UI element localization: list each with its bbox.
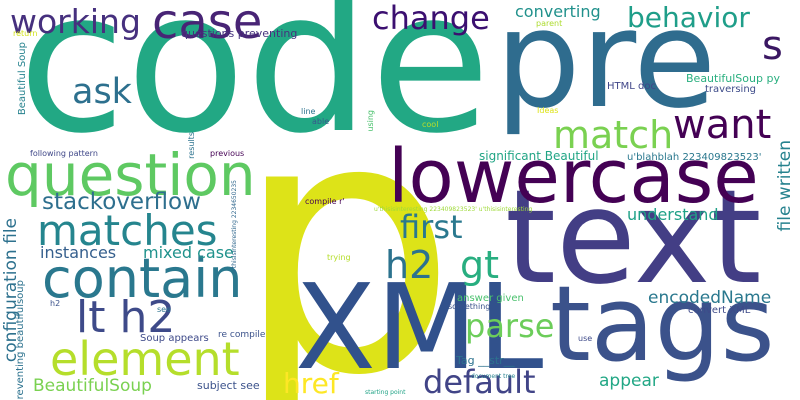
word-html-doc: HTML doc	[607, 81, 656, 92]
word-file-written: file written	[775, 140, 795, 232]
word-first: first	[400, 208, 463, 246]
word-encodedname: encodedName	[648, 288, 772, 308]
word-u-thisis-2: u'thisisinteresting 2234650235	[231, 180, 238, 274]
word-change: change	[372, 0, 490, 37]
word-document-tree: document tree	[471, 373, 516, 380]
word-understand: understand	[627, 205, 719, 224]
word-h2: h2	[385, 243, 434, 287]
word-using: using	[366, 110, 375, 132]
word-pre: pre	[495, 0, 717, 138]
word-instances: instances	[40, 243, 117, 262]
word-ideas: Ideas	[537, 106, 559, 115]
word-want: want	[673, 102, 772, 148]
word-preventing-beautifulsoup: preventing beautifulsoup	[15, 280, 26, 400]
word-beautifulsoup-py: BeautifulSoup py	[686, 72, 780, 85]
word-see: see	[157, 305, 172, 314]
word-able: able	[312, 117, 330, 126]
word-answer-given: answer given	[457, 293, 524, 304]
word-s: s	[762, 23, 783, 69]
word-cool: cool	[422, 120, 439, 129]
word-working: working	[10, 2, 141, 41]
word-beautifulsoup: BeautifulSoup	[33, 376, 152, 396]
word-use: use	[578, 334, 593, 343]
word-tags: tags	[550, 263, 775, 385]
word-significant-beautiful: significant Beautiful	[479, 149, 599, 163]
word-following-pattern: following pattern	[30, 149, 98, 158]
word-stackoverflow: stackoverflow	[42, 189, 201, 215]
word-parent: parent	[536, 19, 563, 28]
word-matches: matches	[37, 206, 218, 255]
word-return: return	[13, 29, 38, 38]
word-trying: trying	[327, 253, 351, 262]
word-contain: contain	[42, 247, 243, 310]
word-h2-small: h2	[50, 299, 61, 308]
word-subject-see: subject see	[197, 379, 260, 392]
word-soup-appears: Soup appears	[140, 333, 209, 344]
word-lt-h2: lt h2	[76, 292, 176, 343]
word-appear: appear	[599, 371, 659, 391]
word-text: text	[505, 161, 762, 313]
word-re-compile: re compile	[218, 330, 266, 340]
word-xml: XML	[295, 258, 544, 396]
word-default: default	[423, 363, 536, 400]
word-convert-xml: convert XML	[688, 305, 751, 316]
word-href: href	[283, 367, 339, 400]
word-p: p	[234, 43, 458, 400]
word-converting: converting	[515, 2, 601, 21]
word-element: element	[50, 332, 240, 386]
word-question: question	[5, 141, 256, 209]
word-starting-point: starting point	[365, 389, 406, 396]
word-beautiful-soup: Beautiful Soup	[17, 42, 28, 116]
word-questions-preventing: questions preventing	[181, 27, 298, 40]
word-gt: gt	[460, 243, 500, 287]
word-traversing: traversing	[705, 84, 757, 95]
word-behavior: behavior	[627, 1, 750, 34]
word-tag-str: Tag __str__	[456, 354, 515, 367]
word-parse: parse	[465, 307, 555, 345]
word-line: line	[301, 107, 316, 116]
word-ask: ask	[72, 72, 132, 112]
word-previous: previous	[210, 149, 245, 158]
word-match: match	[553, 113, 674, 157]
word-results: results	[187, 132, 196, 159]
word-mixed-case: mixed case	[143, 243, 234, 262]
word-lowercase: lowercase	[388, 134, 759, 220]
word-u-thisis-1: u'thisisinteresting 223409823523' u'this…	[374, 206, 533, 213]
word-code: code	[18, 0, 491, 177]
word-compile-r: compile r'	[305, 197, 345, 206]
word-case: case	[152, 0, 263, 50]
word-something: something	[448, 302, 491, 311]
word-u-blahblah: u'blahblah 223409823523'	[627, 152, 762, 163]
